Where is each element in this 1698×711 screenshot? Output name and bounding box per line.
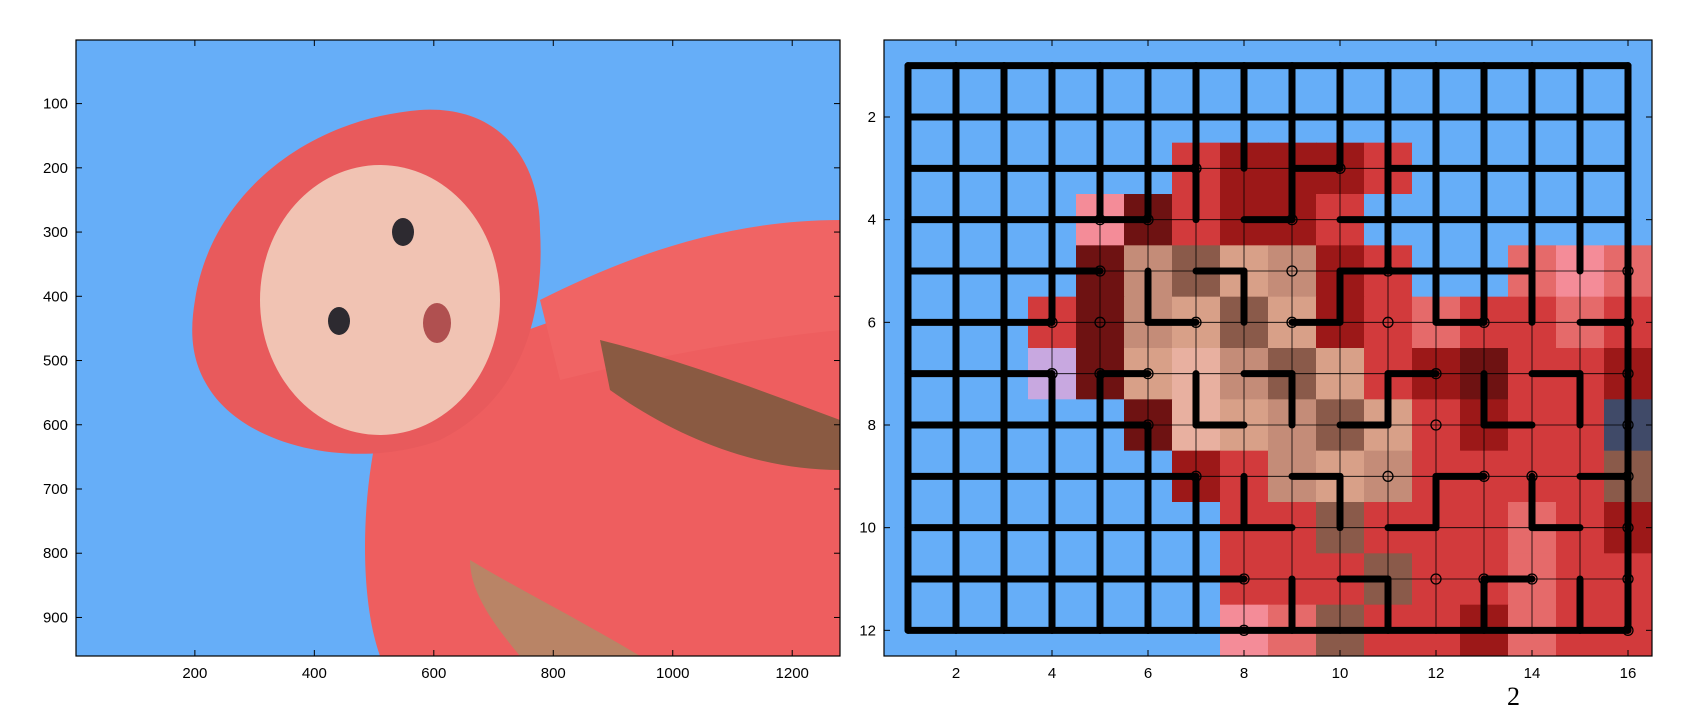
node-marker	[1046, 368, 1058, 380]
photo-panel: 200 400 600 800 1000 1200 100 200 300 400 500 600 70…	[43, 39, 841, 682]
mouth	[423, 303, 451, 343]
node-marker	[1526, 573, 1538, 585]
pixel-cells	[884, 40, 1652, 656]
node-marker	[1430, 368, 1442, 380]
x-tick-label: 2	[952, 665, 960, 682]
node-marker	[1622, 265, 1634, 277]
x-tick-label: 4	[1048, 665, 1056, 682]
node-marker	[1094, 214, 1106, 226]
node-marker	[1142, 368, 1154, 380]
y-tick-label: 100	[43, 96, 68, 113]
node-marker	[1622, 624, 1634, 636]
eye-left	[328, 307, 350, 335]
node-marker	[1142, 419, 1154, 431]
y-tick-label: 12	[859, 622, 876, 639]
stray-label: 2	[1507, 682, 1520, 711]
node-marker	[1238, 573, 1250, 585]
maze-frame	[883, 39, 1653, 657]
node-marker	[1622, 316, 1634, 328]
x-tick-label: 600	[421, 665, 446, 682]
node-marker	[1190, 470, 1202, 482]
node-marker	[1286, 265, 1298, 277]
node-marker	[1526, 470, 1538, 482]
node-marker	[1190, 316, 1202, 328]
node-marker	[1382, 470, 1394, 482]
node-markers	[1046, 162, 1634, 636]
y-tick-label: 200	[43, 160, 68, 177]
x-tick-label: 14	[1524, 665, 1541, 682]
y-tick-label: 8	[868, 417, 876, 434]
y-tick-label: 800	[43, 545, 68, 562]
node-marker	[1622, 368, 1634, 380]
y-tick-label: 10	[859, 520, 876, 537]
node-marker	[1622, 419, 1634, 431]
node-marker	[1382, 265, 1394, 277]
x-tick-label: 200	[182, 665, 207, 682]
y-tick-label: 900	[43, 609, 68, 626]
node-marker	[1094, 265, 1106, 277]
node-marker	[1286, 214, 1298, 226]
node-marker	[1622, 573, 1634, 585]
node-marker	[1478, 316, 1490, 328]
x-tick-label: 12	[1428, 665, 1445, 682]
x-tick-label: 8	[1240, 665, 1248, 682]
node-marker	[1622, 522, 1634, 534]
x-tick-label: 1200	[776, 665, 809, 682]
maze-walls	[904, 62, 1632, 634]
node-marker	[1334, 162, 1346, 174]
sleeve-shape	[540, 220, 840, 380]
x-tick-label: 10	[1332, 665, 1349, 682]
node-marker	[1238, 624, 1250, 636]
face-shape	[260, 165, 500, 435]
y-tick-label: 2	[868, 109, 876, 126]
node-marker	[1430, 419, 1442, 431]
x-tick-label: 400	[302, 665, 327, 682]
x-tick-label: 1000	[656, 665, 689, 682]
photo-ticks: 200 400 600 800 1000 1200 100 200 300 400 500 600 70…	[43, 40, 840, 682]
node-marker	[1622, 470, 1634, 482]
node-marker	[1478, 573, 1490, 585]
node-marker	[1142, 214, 1154, 226]
y-tick-label: 6	[868, 314, 876, 331]
node-marker	[1094, 316, 1106, 328]
node-marker	[1286, 316, 1298, 328]
y-tick-label: 500	[43, 353, 68, 370]
node-marker	[1430, 573, 1442, 585]
x-tick-label: 16	[1620, 665, 1637, 682]
hand-lower	[470, 560, 640, 656]
maze-ticks: 2 4 6 8 10 12 14 16 2 4 6 8 10 12	[859, 40, 1652, 682]
photo-frame	[75, 39, 841, 657]
x-tick-label: 800	[541, 665, 566, 682]
node-marker	[1046, 316, 1058, 328]
maze-panel: 2 4 6 8 10 12 14 16 2 4 6 8 10 12	[859, 39, 1653, 682]
y-tick-label: 400	[43, 288, 68, 305]
node-marker	[1382, 316, 1394, 328]
x-tick-label: 6	[1144, 665, 1152, 682]
y-tick-label: 300	[43, 224, 68, 241]
node-marker	[1190, 162, 1202, 174]
y-tick-label: 600	[43, 417, 68, 434]
eye-right	[392, 218, 414, 246]
hand-upper	[600, 340, 840, 470]
y-tick-label: 700	[43, 481, 68, 498]
y-tick-label: 4	[868, 212, 876, 229]
node-marker	[1094, 368, 1106, 380]
node-marker	[1478, 470, 1490, 482]
